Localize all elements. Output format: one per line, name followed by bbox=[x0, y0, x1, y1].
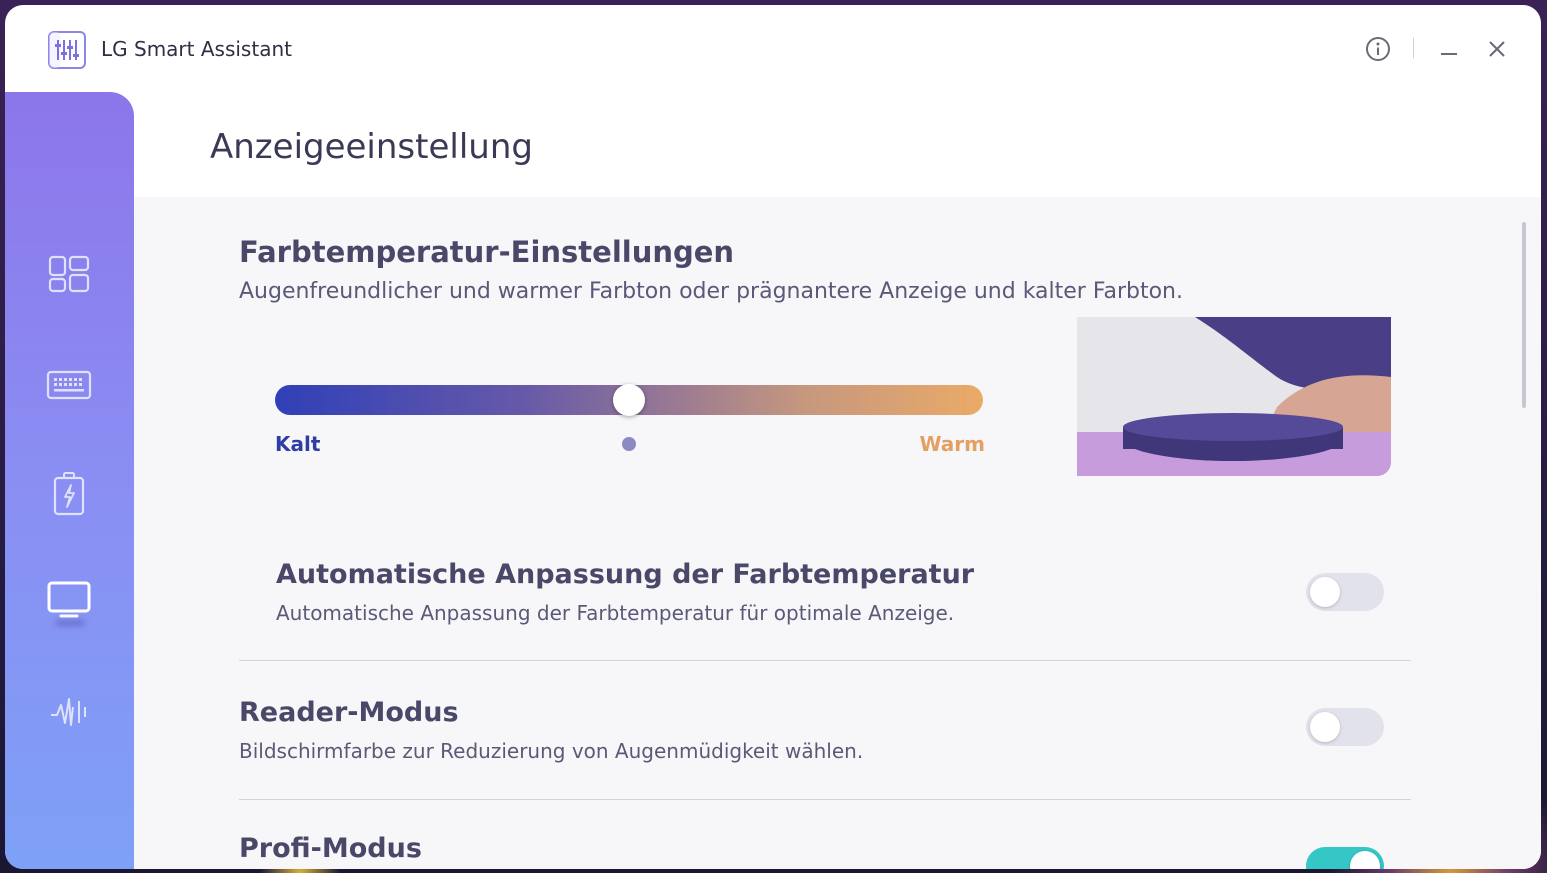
sidebar-item-audio[interactable] bbox=[41, 684, 97, 740]
setting-pro-mode: Profi-Modus bbox=[239, 833, 1411, 869]
slider-label-warm: Warm bbox=[919, 432, 985, 456]
app-title: LG Smart Assistant bbox=[101, 37, 292, 61]
sidebar-item-dashboard[interactable] bbox=[41, 246, 97, 302]
app-logo-icon bbox=[47, 30, 87, 70]
scrollbar[interactable] bbox=[1522, 222, 1526, 408]
color-temp-slider-thumb[interactable] bbox=[613, 384, 645, 416]
color-temp-title: Farbtemperatur-Einstellungen bbox=[239, 235, 735, 269]
setting-description: Bildschirmfarbe zur Reduzierung von Auge… bbox=[239, 739, 864, 763]
divider bbox=[239, 799, 1411, 800]
toggle-knob bbox=[1310, 577, 1340, 607]
sidebar bbox=[5, 92, 134, 869]
title-bar: LG Smart Assistant bbox=[5, 5, 1541, 93]
slider-label-cold: Kalt bbox=[275, 432, 321, 456]
color-temp-preview-image bbox=[1077, 317, 1391, 476]
audio-wave-icon bbox=[51, 698, 86, 726]
setting-title: Automatische Anpassung der Farbtemperatu… bbox=[276, 559, 975, 590]
close-icon[interactable] bbox=[1483, 35, 1511, 63]
keyboard-icon bbox=[46, 370, 92, 400]
sidebar-item-battery[interactable] bbox=[41, 466, 97, 522]
divider bbox=[239, 660, 1411, 661]
titlebar-separator bbox=[1413, 38, 1414, 58]
toggle-knob bbox=[1350, 851, 1380, 869]
setting-reader-mode: Reader-Modus Bildschirmfarbe zur Reduzie… bbox=[239, 697, 1411, 787]
minimize-icon[interactable] bbox=[1435, 35, 1463, 63]
pro-mode-toggle[interactable] bbox=[1306, 847, 1384, 869]
setting-title: Profi-Modus bbox=[239, 833, 422, 864]
setting-description: Automatische Anpassung der Farbtemperatu… bbox=[276, 601, 955, 625]
auto-color-temp-toggle[interactable] bbox=[1306, 573, 1384, 611]
color-temp-subtitle: Augenfreundlicher und warmer Farbton ode… bbox=[239, 279, 1183, 304]
setting-auto-color-temp: Automatische Anpassung der Farbtemperatu… bbox=[239, 559, 1411, 649]
page-title: Anzeigeeinstellung bbox=[210, 127, 533, 167]
reader-mode-toggle[interactable] bbox=[1306, 708, 1384, 746]
toggle-knob bbox=[1310, 712, 1340, 742]
app-window: LG Smart Assistant bbox=[5, 5, 1541, 869]
monitor-icon bbox=[47, 581, 91, 618]
color-temp-slider-track[interactable] bbox=[275, 384, 983, 416]
setting-title: Reader-Modus bbox=[239, 697, 459, 728]
slider-default-marker bbox=[622, 437, 636, 451]
sidebar-item-keyboard[interactable] bbox=[41, 358, 97, 414]
dashboard-grid-icon bbox=[48, 255, 90, 293]
battery-charging-icon bbox=[53, 472, 85, 516]
sidebar-item-display[interactable] bbox=[41, 572, 97, 628]
color-temp-slider: Kalt Warm bbox=[275, 384, 985, 465]
main-content: Farbtemperatur-Einstellungen Augenfreund… bbox=[134, 197, 1541, 869]
info-icon[interactable] bbox=[1364, 35, 1392, 63]
